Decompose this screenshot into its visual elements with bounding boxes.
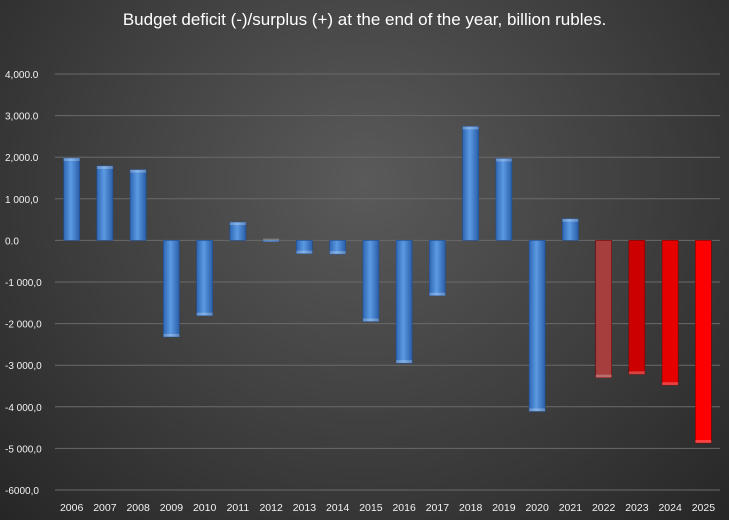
x-tick-label: 2009 (160, 502, 184, 514)
y-tick-label: -1 000,0 (5, 278, 42, 289)
y-tick-label: 4,000.0 (5, 70, 39, 81)
bars (63, 126, 712, 444)
bar-2019 (495, 158, 513, 241)
y-tick-label: -2 000,0 (5, 320, 42, 331)
bar-cap (595, 374, 612, 378)
bar-cap (628, 371, 645, 375)
bar-2006 (63, 157, 80, 241)
x-tick-label: 2020 (525, 502, 549, 514)
x-tick-label: 2015 (359, 502, 383, 514)
bar-2024 (661, 240, 679, 386)
x-tick-label: 2021 (559, 502, 583, 514)
bar-cap (296, 250, 313, 254)
x-tick-label: 2013 (293, 502, 317, 514)
bar-2015 (362, 240, 380, 322)
bar-2017 (429, 240, 446, 297)
x-axis: 2006 2007 2008 2009 2010 2011 2012 2013 2014 2015… (60, 502, 715, 514)
x-tick-label: 2012 (259, 502, 283, 514)
bar-cap (695, 439, 712, 443)
bar-2018 (462, 126, 479, 241)
x-tick-label: 2017 (426, 502, 450, 514)
y-tick-label: -6000,0 (5, 486, 39, 497)
x-tick-label: 2025 (692, 502, 716, 514)
bar-cap (529, 408, 546, 412)
bar-cap (196, 312, 213, 316)
x-tick-label: 2023 (625, 502, 649, 514)
bar-cap (130, 169, 147, 173)
bar-cap (662, 382, 679, 386)
x-tick-label: 2016 (392, 502, 416, 514)
gridlines (55, 73, 720, 491)
bar-2012 (262, 240, 280, 242)
y-tick-label: -5 000,0 (5, 444, 42, 455)
bar-2025 (695, 240, 712, 444)
y-tick-label: -3 000,0 (5, 361, 42, 372)
x-tick-label: 2011 (227, 502, 250, 514)
bar-cap (429, 292, 446, 296)
bar-2008 (129, 169, 147, 241)
bar-2011 (229, 221, 247, 241)
bar-cap (329, 251, 346, 255)
bar-cap (495, 158, 512, 162)
x-tick-label: 2018 (459, 502, 483, 514)
chart-title: Budget deficit (-)/surplus (+) at the en… (122, 10, 607, 29)
bar-cap (163, 333, 180, 337)
x-tick-label: 2014 (326, 502, 350, 514)
bar-cap (462, 126, 479, 130)
bar-cap (562, 218, 579, 222)
y-tick-label: 1 000,0 (5, 195, 39, 206)
y-tick-label: 3,000.0 (5, 112, 39, 123)
bar-cap (229, 222, 246, 226)
bar-2023 (628, 240, 646, 375)
y-axis: 4,000.0 3,000.0 2,000.0 1 000,0 0.0 -1 000,0 -… (5, 70, 42, 497)
bar-cap (263, 238, 280, 242)
bar-2009 (163, 240, 180, 338)
x-tick-label: 2007 (93, 502, 117, 514)
bar-cap (396, 360, 413, 364)
y-tick-label: -4 000,0 (5, 403, 42, 414)
x-tick-label: 2008 (126, 502, 150, 514)
bar-2022 (595, 240, 612, 378)
x-tick-label: 2022 (592, 502, 616, 514)
bar-cap (63, 158, 80, 162)
bar-2014 (329, 240, 346, 255)
bar-2013 (296, 240, 313, 255)
x-tick-label: 2019 (492, 502, 516, 514)
bar-2020 (528, 240, 546, 412)
x-tick-label: 2006 (60, 502, 84, 514)
bar-2016 (395, 240, 413, 364)
bar-2010 (196, 240, 213, 316)
bar-cap (96, 165, 113, 169)
x-tick-label: 2024 (658, 502, 682, 514)
bar-2007 (96, 165, 114, 241)
bar-cap (362, 318, 379, 322)
bar-2021 (562, 218, 579, 241)
y-tick-label: 0.0 (5, 236, 19, 247)
x-tick-label: 2010 (193, 502, 217, 514)
y-tick-label: 2,000.0 (5, 153, 39, 164)
